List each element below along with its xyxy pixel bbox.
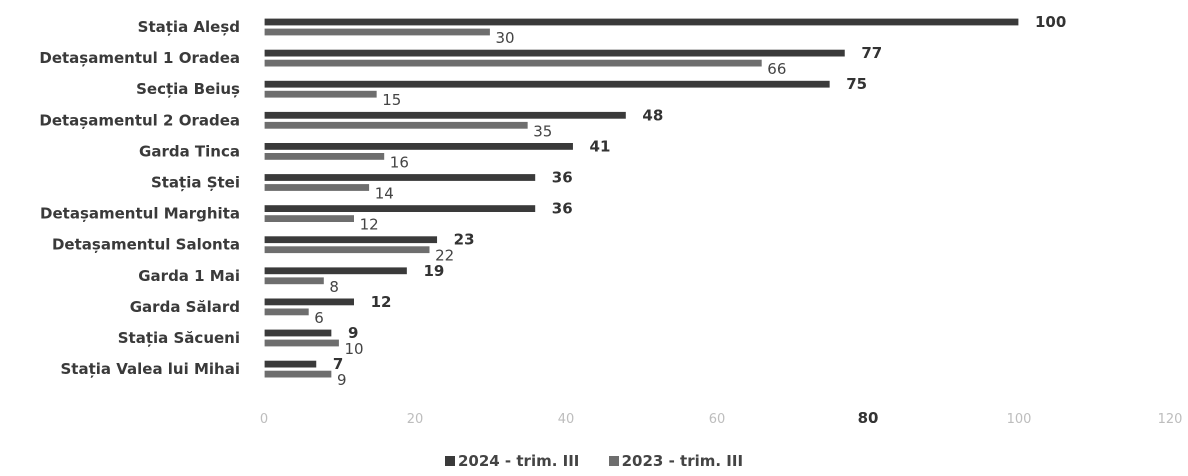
bar-2023-row-0	[263, 27, 492, 37]
value-label-2024-row-0: 100	[1035, 13, 1066, 31]
category-label-row-6: Detașamentul Marghita	[40, 205, 240, 223]
legend-label-2023: 2023 - trim. III	[621, 452, 744, 470]
bar-2024-row-3	[263, 110, 627, 120]
value-label-2024-row-11: 7	[333, 355, 343, 373]
category-label-row-2: Secția Beiuș	[136, 80, 240, 98]
x-tick-label-60: 60	[709, 412, 726, 427]
value-label-2024-row-5: 36	[552, 169, 573, 187]
bar-2023-row-2	[263, 89, 378, 99]
bar-2024-row-6	[263, 204, 537, 214]
bar-2024-row-0	[263, 17, 1020, 27]
value-label-2024-row-4: 41	[590, 137, 611, 155]
value-label-2023-row-10: 10	[345, 340, 364, 358]
category-label-row-7: Detașamentul Salonta	[52, 236, 240, 254]
value-label-2024-row-2: 75	[846, 75, 867, 93]
value-label-2024-row-3: 48	[642, 106, 663, 124]
value-label-2023-row-5: 14	[375, 185, 394, 203]
value-label-2024-row-1: 77	[861, 44, 882, 62]
category-label-row-8: Garda 1 Mai	[138, 267, 240, 285]
legend-item-2023: 2023 - trim. III	[608, 452, 744, 470]
value-label-2023-row-11: 9	[337, 371, 347, 389]
category-label-row-4: Garda Tinca	[139, 142, 240, 160]
bar-2023-row-7	[263, 245, 431, 255]
bar-2024-row-2	[263, 79, 831, 89]
value-label-2024-row-9: 12	[371, 293, 392, 311]
value-label-2023-row-1: 66	[767, 60, 786, 78]
value-label-2023-row-0: 30	[496, 29, 515, 47]
bar-2023-row-1	[263, 58, 763, 68]
bar-2024-row-4	[263, 141, 575, 151]
bar-2023-row-5	[263, 182, 371, 193]
value-label-2023-row-8: 8	[329, 278, 339, 296]
category-label-row-1: Detașamentul 1 Oradea	[39, 49, 240, 67]
legend-label-2024: 2024 - trim. III	[457, 452, 580, 470]
x-tick-label-80: 80	[858, 409, 879, 427]
value-label-2023-row-3: 35	[533, 122, 552, 140]
value-label-2023-row-6: 12	[360, 216, 379, 234]
value-label-2023-row-7: 22	[435, 247, 454, 265]
category-label-row-9: Garda Sălard	[130, 298, 240, 316]
value-label-2024-row-6: 36	[552, 200, 573, 218]
bar-2024-row-9	[263, 297, 356, 307]
value-label-2023-row-4: 16	[390, 153, 409, 171]
bar-2024-row-5	[263, 172, 537, 183]
bar-2024-row-8	[263, 266, 409, 276]
value-label-2024-row-8: 19	[423, 262, 444, 280]
legend-item-2024: 2024 - trim. III	[444, 452, 580, 470]
bar-2023-row-4	[263, 151, 386, 161]
legend-swatch-2024	[444, 456, 455, 466]
x-tick-label-100: 100	[1007, 412, 1032, 427]
x-tick-label-120: 120	[1158, 412, 1183, 427]
x-tick-label-20: 20	[407, 412, 424, 427]
bar-2024-row-7	[263, 235, 439, 245]
value-label-2023-row-2: 15	[382, 91, 401, 109]
category-label-row-0: Stația Aleșd	[138, 18, 240, 36]
bar-2023-row-6	[263, 214, 356, 224]
x-tick-label-0: 0	[260, 412, 268, 427]
legend-swatch-2023	[608, 456, 619, 466]
bar-2023-row-10	[263, 338, 341, 348]
bar-2024-row-10	[263, 328, 333, 338]
category-label-row-10: Stația Săcueni	[118, 329, 240, 347]
bar-2023-row-3	[263, 120, 529, 130]
category-label-row-11: Stația Valea lui Mihai	[60, 360, 240, 378]
value-label-2024-row-10: 9	[348, 324, 358, 342]
category-label-row-3: Detașamentul 2 Oradea	[39, 111, 240, 129]
category-label-row-5: Stația Ștei	[151, 174, 240, 192]
legend: 2024 - trim. III 2023 - trim. III	[0, 452, 1188, 470]
bar-2023-row-11	[263, 369, 333, 379]
x-tick-label-40: 40	[558, 412, 575, 427]
bar-2024-row-1	[263, 48, 846, 58]
bar-2023-row-8	[263, 276, 326, 286]
value-label-2023-row-9: 6	[314, 309, 324, 327]
value-label-2024-row-7: 23	[454, 231, 475, 249]
bar-2023-row-9	[263, 307, 310, 317]
bar-2024-row-11	[263, 359, 318, 369]
